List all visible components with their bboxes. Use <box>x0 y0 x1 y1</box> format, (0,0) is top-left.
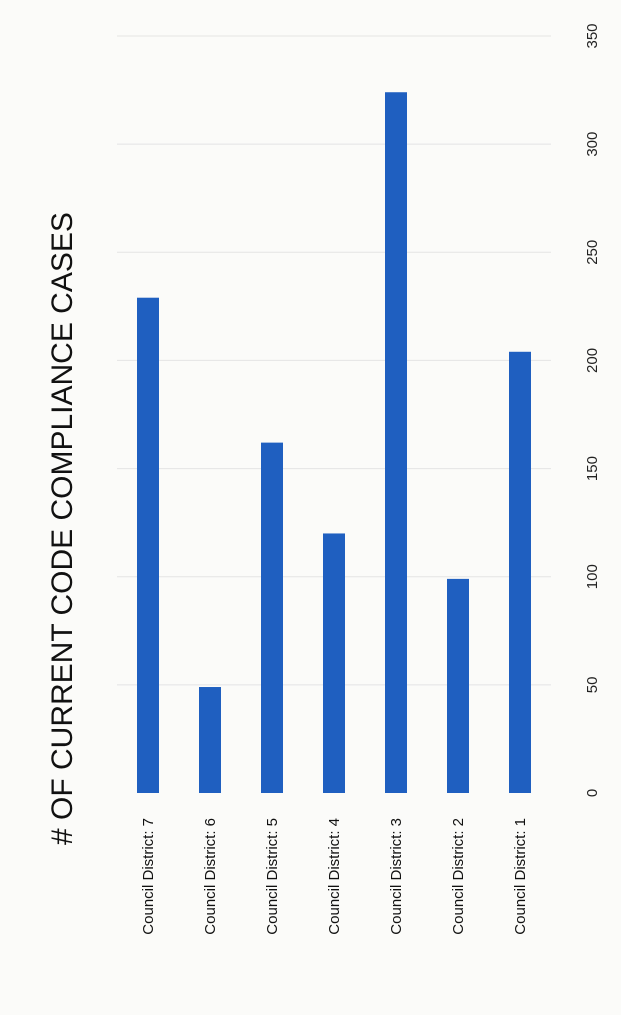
category-label: Council District: 3 <box>388 818 405 935</box>
value-tick-label: 300 <box>584 132 601 157</box>
category-label: Council District: 2 <box>450 818 467 935</box>
value-tick-label: 150 <box>584 456 601 481</box>
value-tick-label: 200 <box>584 348 601 373</box>
bar <box>385 92 407 794</box>
value-tick-label: 100 <box>584 564 601 589</box>
chart-title: # OF CURRENT CODE COMPLIANCE CASES <box>46 212 79 845</box>
value-tick-label: 350 <box>584 23 601 48</box>
value-tick-label: 250 <box>584 240 601 265</box>
gridlines <box>117 35 551 686</box>
bar <box>509 351 531 793</box>
category-label: Council District: 6 <box>202 818 219 935</box>
bar <box>447 578 469 793</box>
bar <box>261 442 283 793</box>
category-label: Council District: 5 <box>264 818 281 935</box>
value-tick-label: 0 <box>584 789 601 797</box>
bars <box>137 92 531 794</box>
bar <box>199 687 221 793</box>
bar <box>137 297 159 793</box>
category-label: Council District: 1 <box>512 818 529 935</box>
category-label: Council District: 7 <box>140 818 157 935</box>
category-label: Council District: 4 <box>326 818 343 935</box>
value-tick-label: 50 <box>584 677 601 694</box>
bar <box>323 533 345 793</box>
category-labels: Council District: 7 Council District: 6 Co… <box>140 818 529 935</box>
value-tick-labels: 0 50 100 150 200 250 300 350 <box>584 23 601 797</box>
